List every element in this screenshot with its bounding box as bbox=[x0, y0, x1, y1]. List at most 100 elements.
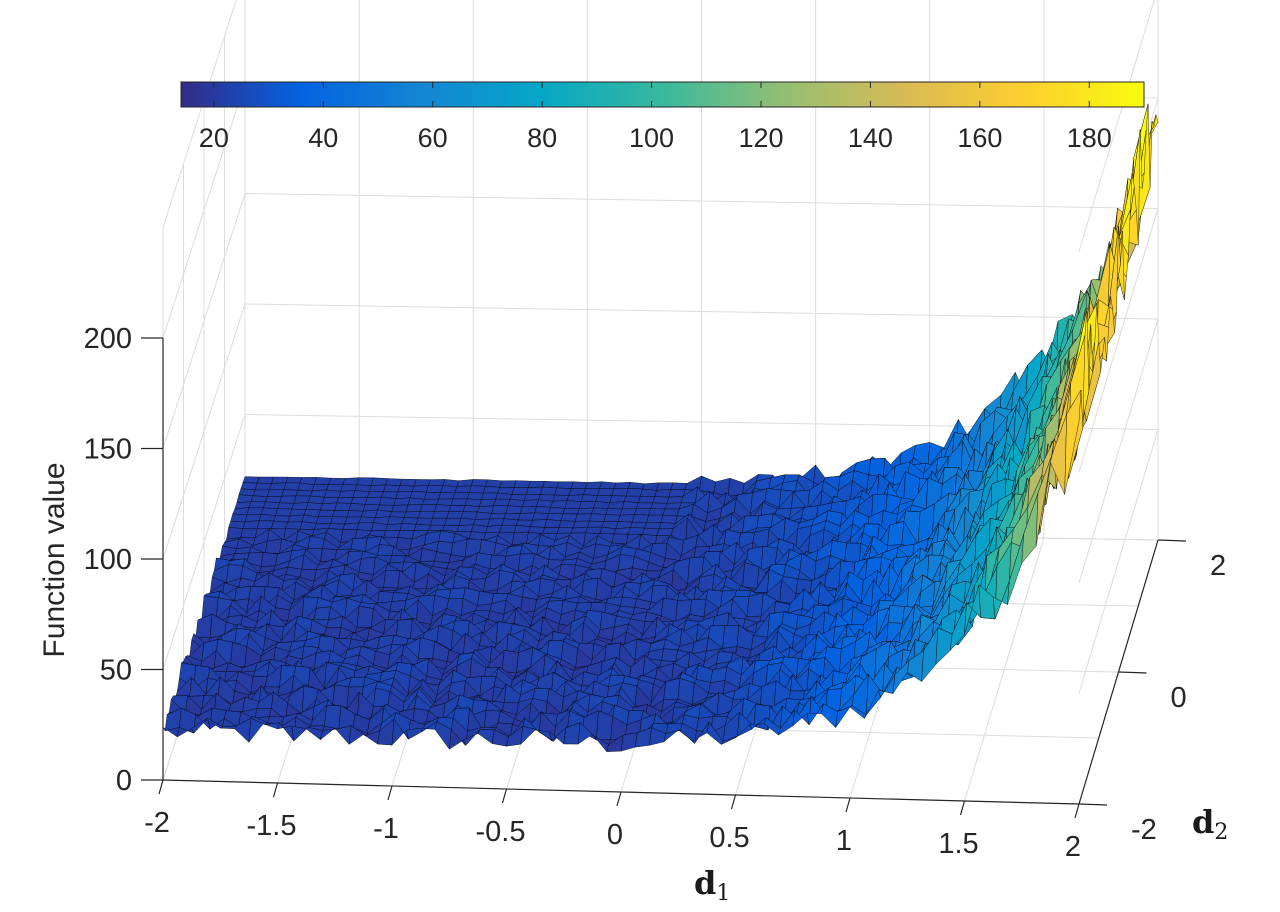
surface-face bbox=[558, 520, 576, 529]
surface-face bbox=[432, 511, 450, 519]
grid-line bbox=[244, 303, 1159, 320]
surface-face bbox=[297, 482, 315, 492]
surface-face bbox=[315, 515, 333, 525]
surface-face bbox=[501, 649, 519, 674]
surface-face bbox=[454, 485, 472, 493]
grid-line bbox=[1078, 429, 1159, 694]
surface-face bbox=[277, 502, 295, 510]
surface-face bbox=[406, 728, 424, 740]
surface-face bbox=[562, 508, 580, 515]
y-tick-mark bbox=[1157, 539, 1187, 542]
surface-face bbox=[470, 479, 488, 487]
surface-face bbox=[234, 586, 252, 601]
surface-face bbox=[417, 511, 435, 519]
surface-face bbox=[578, 501, 596, 509]
surface-face bbox=[246, 507, 264, 516]
surface-face bbox=[456, 524, 474, 532]
surface-face bbox=[1093, 244, 1111, 312]
z-tick-label: 0 bbox=[116, 765, 132, 797]
surface-face bbox=[564, 500, 582, 509]
surface-face bbox=[661, 648, 679, 662]
y-axis-title: d2 bbox=[1192, 803, 1228, 845]
y-tick-label: 0 bbox=[1171, 682, 1187, 714]
surface-face bbox=[421, 498, 439, 505]
surface-face bbox=[334, 502, 352, 511]
x-tick-label: 1 bbox=[836, 825, 852, 857]
surface-face bbox=[230, 513, 248, 523]
surface-face bbox=[371, 477, 389, 486]
surface-face bbox=[462, 505, 480, 513]
surface-face bbox=[250, 495, 268, 503]
surface-face bbox=[418, 637, 435, 659]
surface-face bbox=[468, 485, 486, 494]
x-tick-label: 0 bbox=[607, 819, 623, 851]
surface-face bbox=[542, 481, 560, 489]
surface-face bbox=[634, 507, 651, 516]
surface-face bbox=[348, 676, 366, 688]
surface-face bbox=[591, 507, 609, 515]
surface-face bbox=[195, 613, 213, 639]
surface-face bbox=[399, 523, 417, 531]
surface-face bbox=[727, 477, 745, 497]
surface-face bbox=[269, 482, 287, 491]
surface-face bbox=[628, 527, 645, 535]
surface-face bbox=[501, 518, 519, 526]
surface-face bbox=[542, 527, 560, 535]
surface-face bbox=[629, 521, 647, 529]
surface-face bbox=[517, 512, 535, 521]
surface-face bbox=[536, 499, 554, 508]
surface-face bbox=[499, 524, 517, 534]
surface-face bbox=[570, 527, 588, 534]
surface-face bbox=[373, 687, 391, 708]
z-tick-label: 50 bbox=[100, 655, 132, 687]
grid-line bbox=[162, 303, 246, 560]
colorbar-tick-label: 140 bbox=[848, 123, 893, 153]
surface-face bbox=[420, 504, 437, 512]
surface-face bbox=[513, 525, 531, 534]
colorbar-tick-label: 20 bbox=[199, 123, 229, 153]
surface-face bbox=[395, 537, 413, 551]
surface-face bbox=[593, 501, 611, 509]
x-tick-label: 2 bbox=[1065, 831, 1081, 863]
surface-face bbox=[356, 477, 374, 486]
surface-face bbox=[348, 503, 366, 512]
surface-face bbox=[413, 523, 431, 531]
surface-face bbox=[648, 508, 666, 516]
surface-face bbox=[336, 497, 354, 504]
surface-face bbox=[887, 520, 905, 546]
z-tick-label: 200 bbox=[84, 323, 132, 355]
surface-face bbox=[407, 497, 425, 506]
surface-face bbox=[511, 531, 529, 546]
surface-face bbox=[554, 487, 572, 496]
surface-face bbox=[256, 476, 274, 484]
surface-face bbox=[493, 498, 511, 506]
surface-face bbox=[477, 729, 495, 744]
surface-face bbox=[293, 495, 311, 504]
surface-face bbox=[668, 488, 686, 498]
surface-face bbox=[548, 506, 566, 514]
surface-face bbox=[505, 505, 523, 514]
x-tick-mark bbox=[730, 794, 737, 810]
surface-face bbox=[383, 570, 401, 589]
surface-face bbox=[534, 506, 552, 514]
x-tick-mark bbox=[616, 791, 622, 807]
surface-face bbox=[466, 492, 484, 500]
surface-face bbox=[452, 492, 470, 500]
colorbar-tick-label: 120 bbox=[738, 123, 783, 153]
surface-face bbox=[448, 505, 466, 512]
surface-face bbox=[379, 496, 397, 506]
surface-face bbox=[474, 511, 492, 520]
surface-face bbox=[699, 475, 717, 493]
surface-face bbox=[520, 726, 538, 745]
surface-face bbox=[621, 501, 639, 510]
surface-face bbox=[570, 481, 588, 489]
x-tick-mark bbox=[272, 782, 279, 798]
surface-face bbox=[295, 489, 313, 497]
x-tick-mark bbox=[501, 788, 508, 804]
surface-face bbox=[342, 522, 360, 530]
surface-face bbox=[275, 508, 293, 517]
surface-face bbox=[279, 495, 297, 504]
x-axis-title: d1 bbox=[694, 864, 730, 906]
surface-face bbox=[666, 496, 684, 504]
surface-face bbox=[324, 489, 342, 498]
